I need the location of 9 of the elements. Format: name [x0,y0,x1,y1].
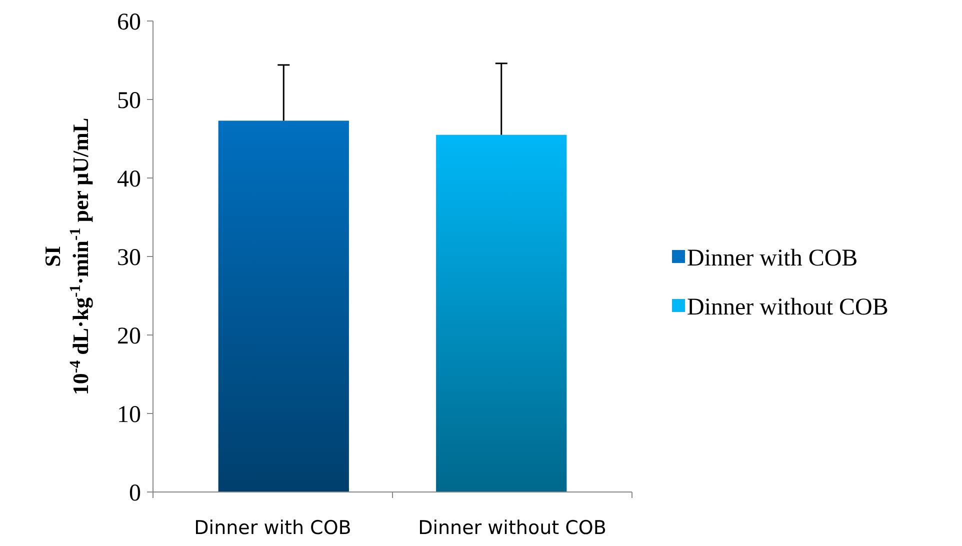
legend-label: Dinner with COB [687,245,858,272]
y-tick-label: 60 [117,9,141,36]
y-tick-label: 50 [117,88,141,114]
y-tick-label: 10 [117,402,141,428]
y-tick-label: 20 [117,323,141,350]
y-tick-label: 30 [117,244,141,271]
y-tick-label: 40 [117,166,141,192]
y-tick-label: 0 [129,480,141,506]
legend-label: Dinner without COB [687,294,888,320]
